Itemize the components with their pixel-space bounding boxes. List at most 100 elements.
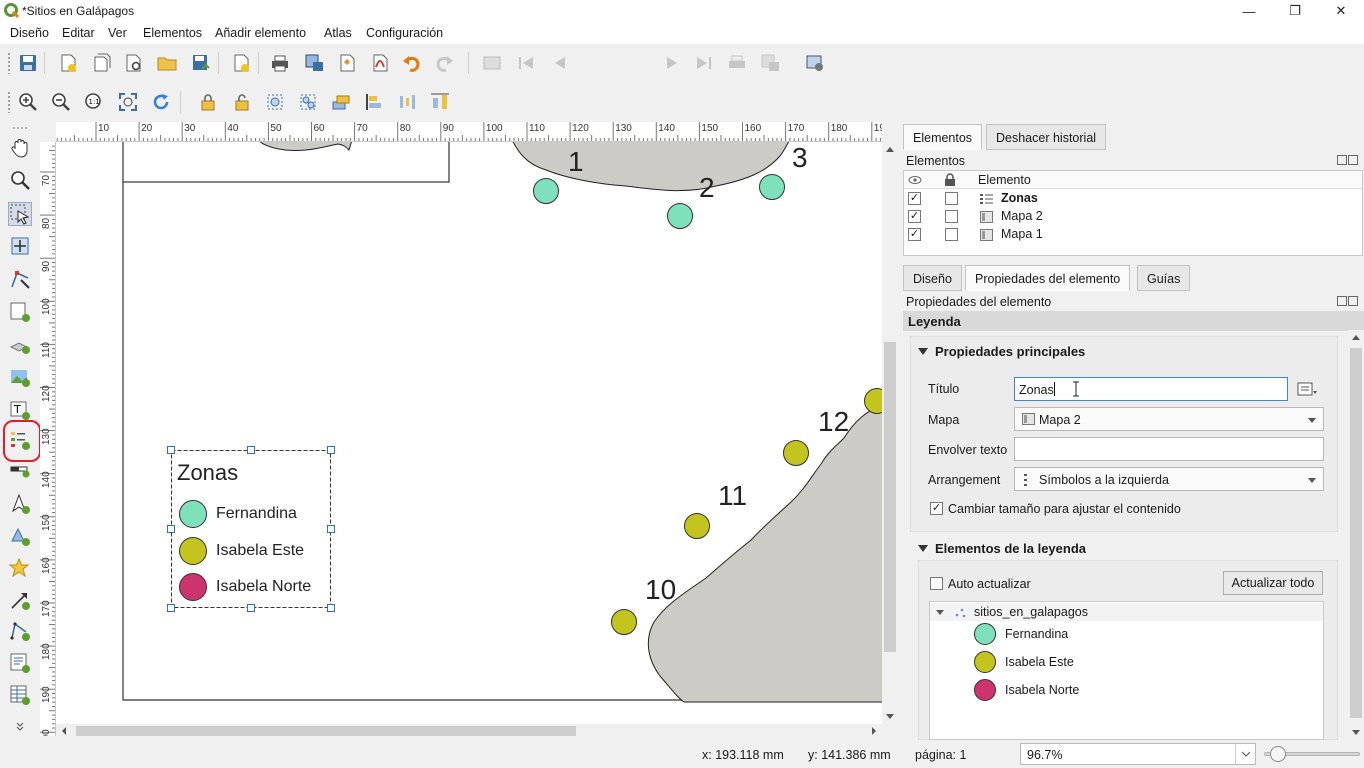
toolbar-handle[interactable]: [7, 91, 11, 113]
expand-triangle-icon[interactable]: [936, 610, 944, 615]
zoom-actual-icon[interactable]: 1:1: [82, 91, 106, 113]
export-image-icon[interactable]: [302, 52, 326, 74]
tab-diseno[interactable]: Diseño: [903, 265, 962, 291]
visibility-checkbox[interactable]: ✓: [908, 228, 921, 241]
add-picture-icon[interactable]: [8, 365, 32, 389]
resize-handle[interactable]: [247, 604, 255, 612]
menu-diseno[interactable]: Diseño: [10, 26, 49, 40]
minimize-button[interactable]: —: [1242, 3, 1256, 19]
main-properties-header[interactable]: Propiedades principales: [918, 344, 1085, 359]
zoom-full-icon[interactable]: [116, 91, 140, 113]
properties-scrollbar[interactable]: [1348, 330, 1364, 740]
resize-items-icon[interactable]: [428, 91, 452, 113]
resize-to-contents-checkbox[interactable]: ✓: [930, 502, 943, 515]
align-items-icon[interactable]: [362, 91, 386, 113]
zoom-out-icon[interactable]: [49, 91, 73, 113]
legend-items-header[interactable]: Elementos de la leyenda: [918, 541, 1086, 556]
tab-deshacer-historial[interactable]: Deshacer historial: [986, 124, 1107, 150]
redo-icon[interactable]: [432, 52, 456, 74]
resize-handle[interactable]: [327, 446, 335, 454]
legend-item[interactable]: Zonas Fernandina Isabela Este Isabela No…: [167, 446, 335, 612]
menu-configuracion[interactable]: Configuración: [366, 26, 444, 40]
edit-nodes-icon[interactable]: [8, 267, 32, 291]
duplicate-layout-icon[interactable]: [90, 52, 114, 74]
add-north-arrow-icon[interactable]: [8, 492, 32, 516]
canvas-horizontal-scrollbar[interactable]: [56, 724, 882, 738]
close-icon[interactable]: [1348, 296, 1358, 306]
resize-handle[interactable]: [167, 446, 175, 454]
arrangement-combobox[interactable]: Símbolos a la izquierda: [1014, 467, 1324, 491]
tab-elementos[interactable]: Elementos: [903, 124, 983, 150]
item-row-zonas[interactable]: ✓ Zonas: [904, 190, 1362, 208]
lock-checkbox[interactable]: [945, 228, 958, 241]
zoom-slider-track[interactable]: [1264, 752, 1360, 756]
add-label-icon[interactable]: T: [8, 398, 32, 422]
lock-items-icon[interactable]: [197, 91, 221, 113]
export-svg-icon[interactable]: [335, 52, 359, 74]
raise-items-icon[interactable]: [329, 91, 353, 113]
auto-update-checkbox[interactable]: [930, 577, 943, 590]
previous-feature-icon[interactable]: [548, 52, 572, 74]
menu-editar[interactable]: Editar: [62, 26, 95, 40]
tab-propiedades-elemento[interactable]: Propiedades del elemento: [965, 265, 1131, 291]
site-point-12[interactable]: [783, 440, 809, 466]
add-polyline-icon[interactable]: [8, 619, 32, 643]
save-layout-icon[interactable]: [16, 52, 40, 74]
menu-elementos[interactable]: Elementos: [143, 26, 203, 40]
layout-manager-icon[interactable]: [122, 52, 146, 74]
export-pdf-icon[interactable]: [368, 52, 392, 74]
last-feature-icon[interactable]: [692, 52, 716, 74]
move-content-icon[interactable]: [8, 234, 32, 258]
update-all-button[interactable]: Actualizar todo: [1223, 571, 1323, 595]
distribute-items-icon[interactable]: [395, 91, 419, 113]
zoom-slider-handle[interactable]: [1270, 746, 1286, 762]
visibility-checkbox[interactable]: ✓: [908, 192, 921, 205]
toolbar-handle[interactable]: [8, 124, 32, 132]
map-combobox[interactable]: Mapa 2: [1014, 407, 1324, 431]
pan-tool-icon[interactable]: [8, 136, 32, 160]
site-point-10[interactable]: [611, 609, 637, 635]
float-icon[interactable]: [1337, 155, 1347, 165]
unlock-items-icon[interactable]: [230, 91, 254, 113]
add-arrow-icon[interactable]: [8, 588, 32, 612]
tree-layer-row[interactable]: sitios_en_galapagos: [930, 603, 1323, 621]
site-point-12a[interactable]: [864, 388, 882, 414]
new-layout-icon[interactable]: [56, 52, 80, 74]
select-tool-icon[interactable]: [8, 202, 32, 226]
lock-checkbox[interactable]: [945, 192, 958, 205]
resize-handle[interactable]: [167, 604, 175, 612]
resize-handle[interactable]: [327, 604, 335, 612]
zoom-tool-icon[interactable]: [8, 168, 32, 192]
undo-icon[interactable]: [400, 52, 424, 74]
zoom-in-icon[interactable]: [16, 91, 40, 113]
maximize-button[interactable]: ❐: [1289, 3, 1301, 18]
add-shape-icon[interactable]: [8, 524, 32, 548]
add-legend-icon[interactable]: [8, 428, 32, 452]
close-icon[interactable]: [1348, 155, 1358, 165]
lock-checkbox[interactable]: [945, 210, 958, 223]
new-page-icon[interactable]: [229, 52, 253, 74]
zoom-combobox[interactable]: 96.7%: [1020, 743, 1256, 765]
more-tools-chevron-icon[interactable]: [8, 720, 32, 734]
site-point-3[interactable]: [759, 174, 785, 200]
menu-ver[interactable]: Ver: [108, 26, 127, 40]
visibility-checkbox[interactable]: ✓: [908, 210, 921, 223]
add-html-icon[interactable]: [8, 651, 32, 675]
layout-canvas[interactable]: 1 2 3 12 11 10 Zonas Fernandina Isabela …: [56, 142, 882, 724]
wrap-text-input[interactable]: [1014, 437, 1324, 461]
print-icon[interactable]: [268, 52, 292, 74]
add-map-icon[interactable]: [8, 300, 32, 324]
tab-guias[interactable]: Guías: [1137, 265, 1191, 291]
canvas-vertical-scrollbar[interactable]: [882, 142, 898, 724]
menu-atlas[interactable]: Atlas: [324, 26, 352, 40]
add-3d-map-icon[interactable]: [8, 332, 32, 356]
resize-handle[interactable]: [247, 446, 255, 454]
add-attribute-table-icon[interactable]: [8, 683, 32, 707]
print-atlas-icon[interactable]: [725, 52, 749, 74]
site-point-11[interactable]: [684, 513, 710, 539]
refresh-icon[interactable]: [149, 91, 173, 113]
first-feature-icon[interactable]: [514, 52, 538, 74]
chevron-down-icon[interactable]: [1235, 744, 1255, 764]
properties-panel-dock-buttons[interactable]: [1337, 295, 1359, 307]
add-marker-icon[interactable]: [8, 556, 32, 580]
